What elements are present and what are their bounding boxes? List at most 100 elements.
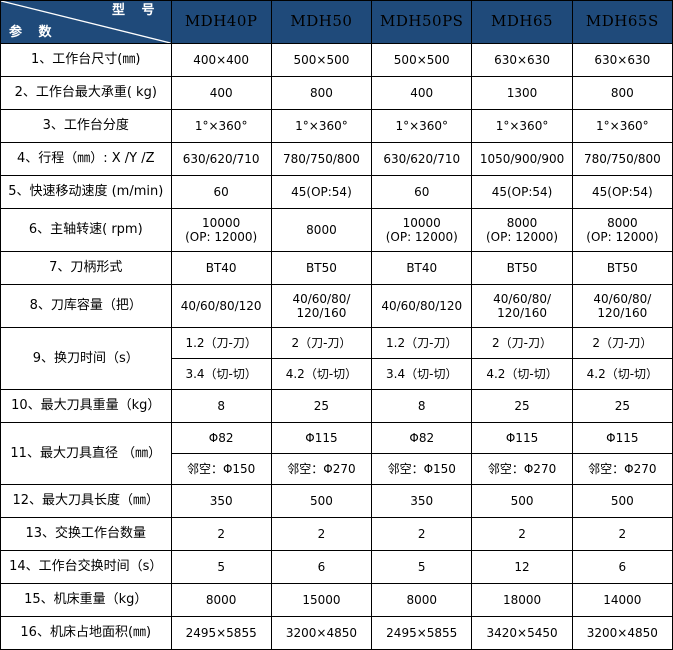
param-label-cell: 7、刀柄形式 xyxy=(0,251,172,285)
value-cell: 1°×360° xyxy=(371,109,473,143)
value-cell: 800 xyxy=(571,76,673,110)
value-cell: 2（刀-刀） xyxy=(471,327,573,359)
value-cell: 14000 xyxy=(571,583,673,617)
value-line: 10000 xyxy=(402,215,441,230)
table-row: 12、最大刀具长度（㎜） 350 500 350 500 500 xyxy=(0,484,673,518)
value-cell: 2 xyxy=(270,517,373,551)
table-row: 4、行程（㎜）: X /Y /Z 630/620/710 780/750/800 63… xyxy=(0,142,673,176)
value-line: (OP: 12000) xyxy=(385,230,458,244)
param-label-cell: 10、最大刀具重量（kg） xyxy=(0,389,172,423)
value-cell: 60 xyxy=(371,175,473,209)
table-row: 2、工作台最大承重( kg) 400 800 400 1300 800 xyxy=(0,76,673,110)
value-cell: 8000 (OP: 12000) xyxy=(471,208,573,252)
param-label-cell: 9、换刀时间（s） xyxy=(0,327,172,390)
value-cell: 25 xyxy=(571,389,673,423)
table-row: 5、快速移动速度 (m/min) 60 45(OP:54) 60 45(OP:54) 45… xyxy=(0,175,673,209)
value-cell: 350 xyxy=(371,484,473,518)
value-cell: 500 xyxy=(571,484,673,518)
value-cell: 400 xyxy=(170,76,272,110)
param-label-cell: 1、工作台尺寸(㎜) xyxy=(0,43,172,77)
value-line: (OP: 12000) xyxy=(486,230,559,244)
value-cell: 8000 xyxy=(270,208,373,252)
value-line: 40/60/80/ xyxy=(593,291,652,306)
value-cell: 1300 xyxy=(471,76,573,110)
value-cell: 2 xyxy=(471,517,573,551)
table-row: 9、换刀时间（s） 1.2（刀-刀） 2（刀-刀） 1.2（刀-刀） 2（刀-刀） 2（刀… xyxy=(0,327,673,390)
param-label-cell: 12、最大刀具长度（㎜） xyxy=(0,484,172,518)
value-cell: 8 xyxy=(371,389,473,423)
table-header: 型 号 参 数 MDH40P MDH50 MDH50PS MDH65 MDH65… xyxy=(0,0,673,44)
value-cell: 邻空：Φ150 xyxy=(170,453,272,485)
value-cell: Φ82 xyxy=(371,422,473,454)
value-cell: 10000 (OP: 12000) xyxy=(371,208,473,252)
param-label-cell: 6、主轴转速( rpm) xyxy=(0,208,172,252)
value-cell: 630/620/710 xyxy=(371,142,473,176)
value-cell: 2（刀-刀） xyxy=(571,327,673,359)
value-cell: Φ115 xyxy=(571,422,673,454)
value-cell: 2495×5855 xyxy=(371,616,473,650)
value-cell: 15000 xyxy=(270,583,373,617)
value-line: 40/60/80/ xyxy=(493,291,551,306)
value-cell: 1°×360° xyxy=(270,109,373,143)
value-cell: 12 xyxy=(471,550,573,584)
value-cell: 45(OP:54) xyxy=(270,175,373,209)
table-body: 1、工作台尺寸(㎜) 400×400 500×500 500×500 630×630 63… xyxy=(0,43,673,650)
param-label-cell: 3、工作台分度 xyxy=(0,109,172,143)
value-cell: 2 xyxy=(371,517,473,551)
value-cell: 60 xyxy=(170,175,272,209)
header-param-label: 参 数 xyxy=(9,24,58,40)
value-cell: 25 xyxy=(270,389,373,423)
param-label-cell: 4、行程（㎜）: X /Y /Z xyxy=(0,142,172,176)
value-cell: 2（刀-刀） xyxy=(270,327,373,359)
value-line: 8000 xyxy=(306,222,337,237)
value-cell: 40/60/80/120 xyxy=(371,284,473,328)
table-row: 13、交换工作台数量 2 2 2 2 2 xyxy=(0,517,673,551)
value-cell: BT50 xyxy=(471,251,573,285)
value-cell: 4.2（切-切） xyxy=(270,358,373,390)
value-cell: 45(OP:54) xyxy=(471,175,573,209)
value-line: (OP: 12000) xyxy=(185,230,258,244)
table-row: 8、刀库容量（把） 40/60/80/120 40/60/80/120/160 40/… xyxy=(0,284,673,328)
value-cell: 1°×360° xyxy=(170,109,272,143)
value-cell: 40/60/80/120 xyxy=(170,284,272,328)
param-label-cell: 13、交换工作台数量 xyxy=(0,517,172,551)
value-line: 120/160 xyxy=(497,306,547,320)
value-cell: 8000 xyxy=(371,583,473,617)
value-cell: 5 xyxy=(170,550,272,584)
header-model-mdh65: MDH65 xyxy=(471,0,573,44)
value-cell: 2495×5855 xyxy=(170,616,272,650)
value-cell: 邻空：Φ270 xyxy=(471,453,573,485)
diagonal-split-line-icon xyxy=(1,1,171,43)
param-label-cell: 11、最大刀具直径 （㎜） xyxy=(0,422,172,485)
value-line: 120/160 xyxy=(296,306,347,320)
value-cell: BT40 xyxy=(170,251,272,285)
param-label-cell: 15、机床重量（kg） xyxy=(0,583,172,617)
value-line: 8000 xyxy=(506,215,538,230)
param-label-cell: 2、工作台最大承重( kg) xyxy=(0,76,172,110)
value-line: 40/60/80/ xyxy=(292,291,351,306)
table-row: 7、刀柄形式 BT40 BT50 BT40 BT50 BT50 xyxy=(0,251,673,285)
value-cell: 500×500 xyxy=(270,43,373,77)
value-cell: 8 xyxy=(170,389,272,423)
value-cell: 2 xyxy=(170,517,272,551)
header-model-mdh50ps: MDH50PS xyxy=(371,0,473,44)
value-cell: 2 xyxy=(571,517,673,551)
param-label-cell: 5、快速移动速度 (m/min) xyxy=(0,175,172,209)
value-cell: 25 xyxy=(471,389,573,423)
param-label-cell: 16、机床占地面积(㎜) xyxy=(0,616,172,650)
value-cell: 4.2（切-切） xyxy=(571,358,673,390)
value-cell: 6 xyxy=(270,550,373,584)
value-cell: 1050/900/900 xyxy=(471,142,573,176)
table-row: 3、工作台分度 1°×360° 1°×360° 1°×360° 1°×360° 1°×36… xyxy=(0,109,673,143)
value-cell: 400 xyxy=(371,76,473,110)
value-cell: 10000 (OP: 12000) xyxy=(170,208,272,252)
table-row: 16、机床占地面积(㎜) 2495×5855 3200×4850 2495×5855 3… xyxy=(0,616,673,650)
value-cell: 4.2（切-切） xyxy=(471,358,573,390)
value-line: 8000 xyxy=(607,215,638,230)
value-cell: 3200×4850 xyxy=(571,616,673,650)
header-model-mdh40p: MDH40P xyxy=(170,0,272,44)
value-cell: 3.4（切-切） xyxy=(371,358,473,390)
value-cell: 6 xyxy=(571,550,673,584)
header-model-mdh65s: MDH65S xyxy=(571,0,673,44)
value-cell: BT40 xyxy=(371,251,473,285)
